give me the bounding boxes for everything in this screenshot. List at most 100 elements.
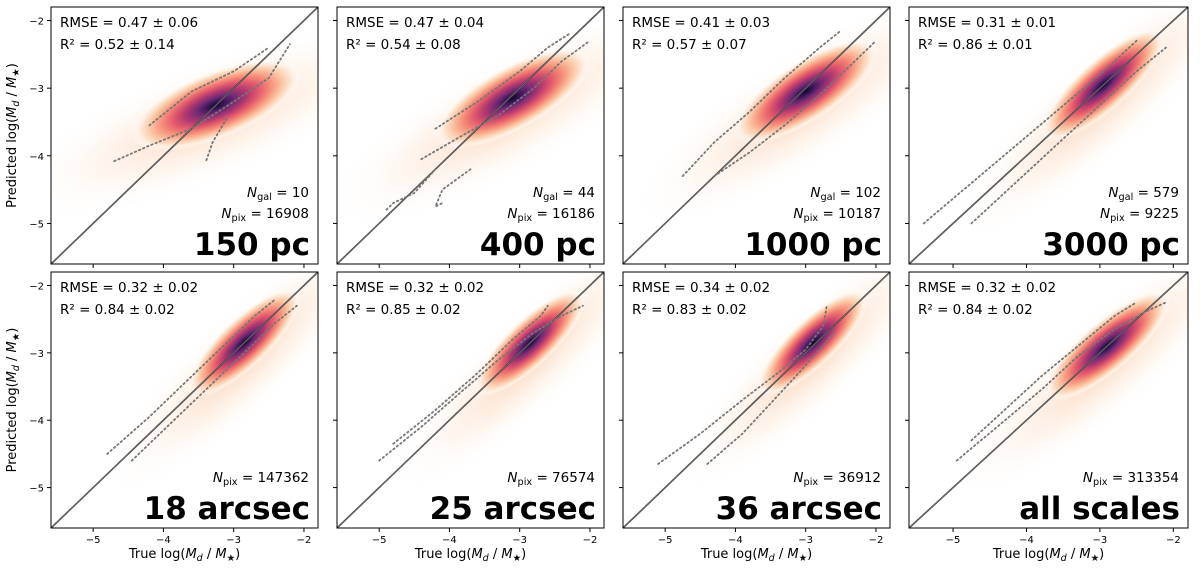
y-tick-label: −5	[29, 484, 44, 495]
one-to-one-highlight	[51, 272, 318, 528]
x-axis-label: True log(Md / M★)	[128, 547, 240, 564]
one-to-one-highlight	[337, 272, 604, 528]
scale-label: 150 pc	[194, 227, 310, 263]
contour-upper-line	[106, 297, 277, 455]
x-tick-label: −2	[583, 535, 598, 546]
panel-7: −5 −4 −3 −2 RMSE = 0.34 ± 0.02 R² = 0.83 ± 0.…	[619, 271, 891, 546]
contour-lower-line	[657, 304, 828, 465]
panel-frame	[622, 271, 891, 529]
density-core	[434, 47, 591, 149]
rmse-label: RMSE = 0.32 ± 0.02	[60, 280, 198, 296]
x-tick-label: −5	[658, 535, 673, 546]
x-axis-label: True log(Md / M★)	[992, 547, 1104, 564]
n-pix-label: Npix = 10187	[793, 206, 881, 224]
contour-upper-line	[148, 46, 270, 127]
contour-upper-line	[922, 39, 1138, 225]
r2-label: R² = 0.84 ± 0.02	[918, 302, 1033, 318]
panel-1: −2 −3 −4 −5 RMSE = 0.47 ± 0.06 R² = 0.52 ± 0.…	[29, 6, 319, 268]
r2-label: R² = 0.85 ± 0.02	[346, 302, 461, 318]
panel-2: RMSE = 0.47 ± 0.04 R² = 0.54 ± 0.08 Ngal =…	[333, 6, 605, 268]
density-core	[733, 39, 879, 144]
rmse-label: RMSE = 0.32 ± 0.02	[346, 280, 484, 296]
r2-label: R² = 0.83 ± 0.02	[632, 302, 747, 318]
x-tick-label: −4	[728, 535, 743, 546]
r2-label: R² = 0.52 ± 0.14	[60, 37, 175, 53]
x-tick-label: −5	[86, 535, 101, 546]
rmse-label: RMSE = 0.47 ± 0.06	[60, 15, 198, 31]
y-axis-label: Predicted log(Md / M★)	[5, 63, 22, 208]
panel-grid: −2 −3 −4 −5 RMSE = 0.47 ± 0.06 R² = 0.52 ± 0.…	[29, 6, 1189, 546]
y-tick-label: −2	[29, 17, 44, 28]
panel-5: −5 −4 −3 −2 −2 −3 −4 −5 RMSE = 0.32 ± 0.02 R² = 0…	[29, 271, 319, 546]
x-axis-label: True log(Md / M★)	[414, 547, 526, 564]
x-tick-label: −3	[798, 535, 813, 546]
panel-4: RMSE = 0.31 ± 0.01 R² = 0.86 ± 0.01 Ngal =…	[905, 6, 1189, 268]
rmse-label: RMSE = 0.32 ± 0.02	[918, 280, 1056, 296]
n-pix-label: Npix = 147362	[213, 470, 309, 488]
contour-lower-line	[713, 39, 877, 178]
scale-label: 36 arcsec	[716, 491, 882, 527]
scale-label: 3000 pc	[1042, 227, 1180, 263]
scale-label: 25 arcsec	[430, 491, 596, 527]
x-tick-label: −2	[869, 535, 884, 546]
contour-upper-line	[970, 301, 1138, 442]
panel-8: −5 −4 −3 −2 RMSE = 0.32 ± 0.02 R² = 0.84 ± 0.…	[905, 271, 1189, 546]
panel-6: −5 −4 −3 −2 RMSE = 0.32 ± 0.02 R² = 0.85 ± 0.…	[333, 271, 605, 546]
contour-tail2-line	[433, 168, 472, 209]
rmse-label: RMSE = 0.47 ± 0.04	[346, 15, 484, 31]
one-to-one-highlight	[51, 7, 318, 264]
contour-lower-line	[113, 43, 291, 163]
r2-label: R² = 0.54 ± 0.08	[346, 37, 461, 53]
scale-label: 18 arcsec	[144, 491, 310, 527]
n-pix-label: Npix = 16908	[221, 206, 309, 224]
r2-label: R² = 0.86 ± 0.01	[918, 37, 1033, 53]
n-gal-label: Ngal = 102	[810, 185, 881, 203]
contour-lower-line	[420, 39, 591, 161]
y-tick-label: −3	[29, 349, 44, 360]
panel-frame	[622, 6, 891, 265]
y-tick-label: −4	[29, 152, 44, 163]
panel-frame	[336, 271, 605, 529]
contour-upper-line	[681, 29, 842, 178]
panel-frame	[50, 6, 319, 265]
scale-label: 400 pc	[480, 227, 596, 263]
y-tick-label: −2	[29, 281, 44, 292]
x-tick-label: −4	[1019, 535, 1034, 546]
x-tick-label: −4	[156, 535, 171, 546]
one-to-one-highlight	[623, 272, 890, 528]
n-gal-label: Ngal = 579	[1108, 185, 1179, 203]
one-to-one-highlight	[909, 272, 1188, 528]
n-pix-label: Npix = 9225	[1100, 206, 1179, 224]
one-to-one-highlight	[909, 7, 1188, 264]
x-axis-label: True log(Md / M★)	[700, 547, 812, 564]
contour-lower-line	[130, 304, 298, 462]
n-pix-label: Npix = 76574	[507, 470, 595, 488]
contour-tail-line	[204, 117, 228, 164]
r2-label: R² = 0.57 ± 0.07	[632, 37, 747, 53]
n-pix-label: Npix = 313354	[1083, 470, 1179, 488]
x-tick-label: −3	[226, 535, 241, 546]
scale-label: all scales	[1019, 491, 1180, 527]
contour-upper-line	[706, 331, 835, 465]
density-core	[757, 289, 869, 396]
x-tick-label: −5	[372, 535, 387, 546]
scale-label: 1000 pc	[744, 227, 882, 263]
rmse-label: RMSE = 0.41 ± 0.03	[632, 15, 770, 31]
y-tick-label: −4	[29, 416, 44, 427]
y-tick-label: −3	[29, 84, 44, 95]
contour-tail-line	[385, 168, 437, 211]
panel-frame	[908, 271, 1189, 529]
panel-3: RMSE = 0.41 ± 0.03 R² = 0.57 ± 0.07 Ngal =…	[619, 6, 891, 268]
contour-lower-line	[970, 46, 1167, 225]
axis-labels: True log(Md / M★) True log(Md / M★) True l…	[5, 63, 1104, 564]
x-tick-label: −4	[442, 535, 457, 546]
x-tick-label: −3	[1093, 535, 1108, 546]
n-gal-label: Ngal = 10	[247, 185, 309, 203]
x-tick-label: −2	[297, 535, 312, 546]
contour-upper-line	[392, 304, 549, 445]
x-tick-label: −5	[946, 535, 961, 546]
contour-upper-line	[434, 33, 570, 130]
rmse-label: RMSE = 0.31 ± 0.01	[918, 15, 1056, 31]
r2-label: R² = 0.84 ± 0.02	[60, 302, 175, 318]
